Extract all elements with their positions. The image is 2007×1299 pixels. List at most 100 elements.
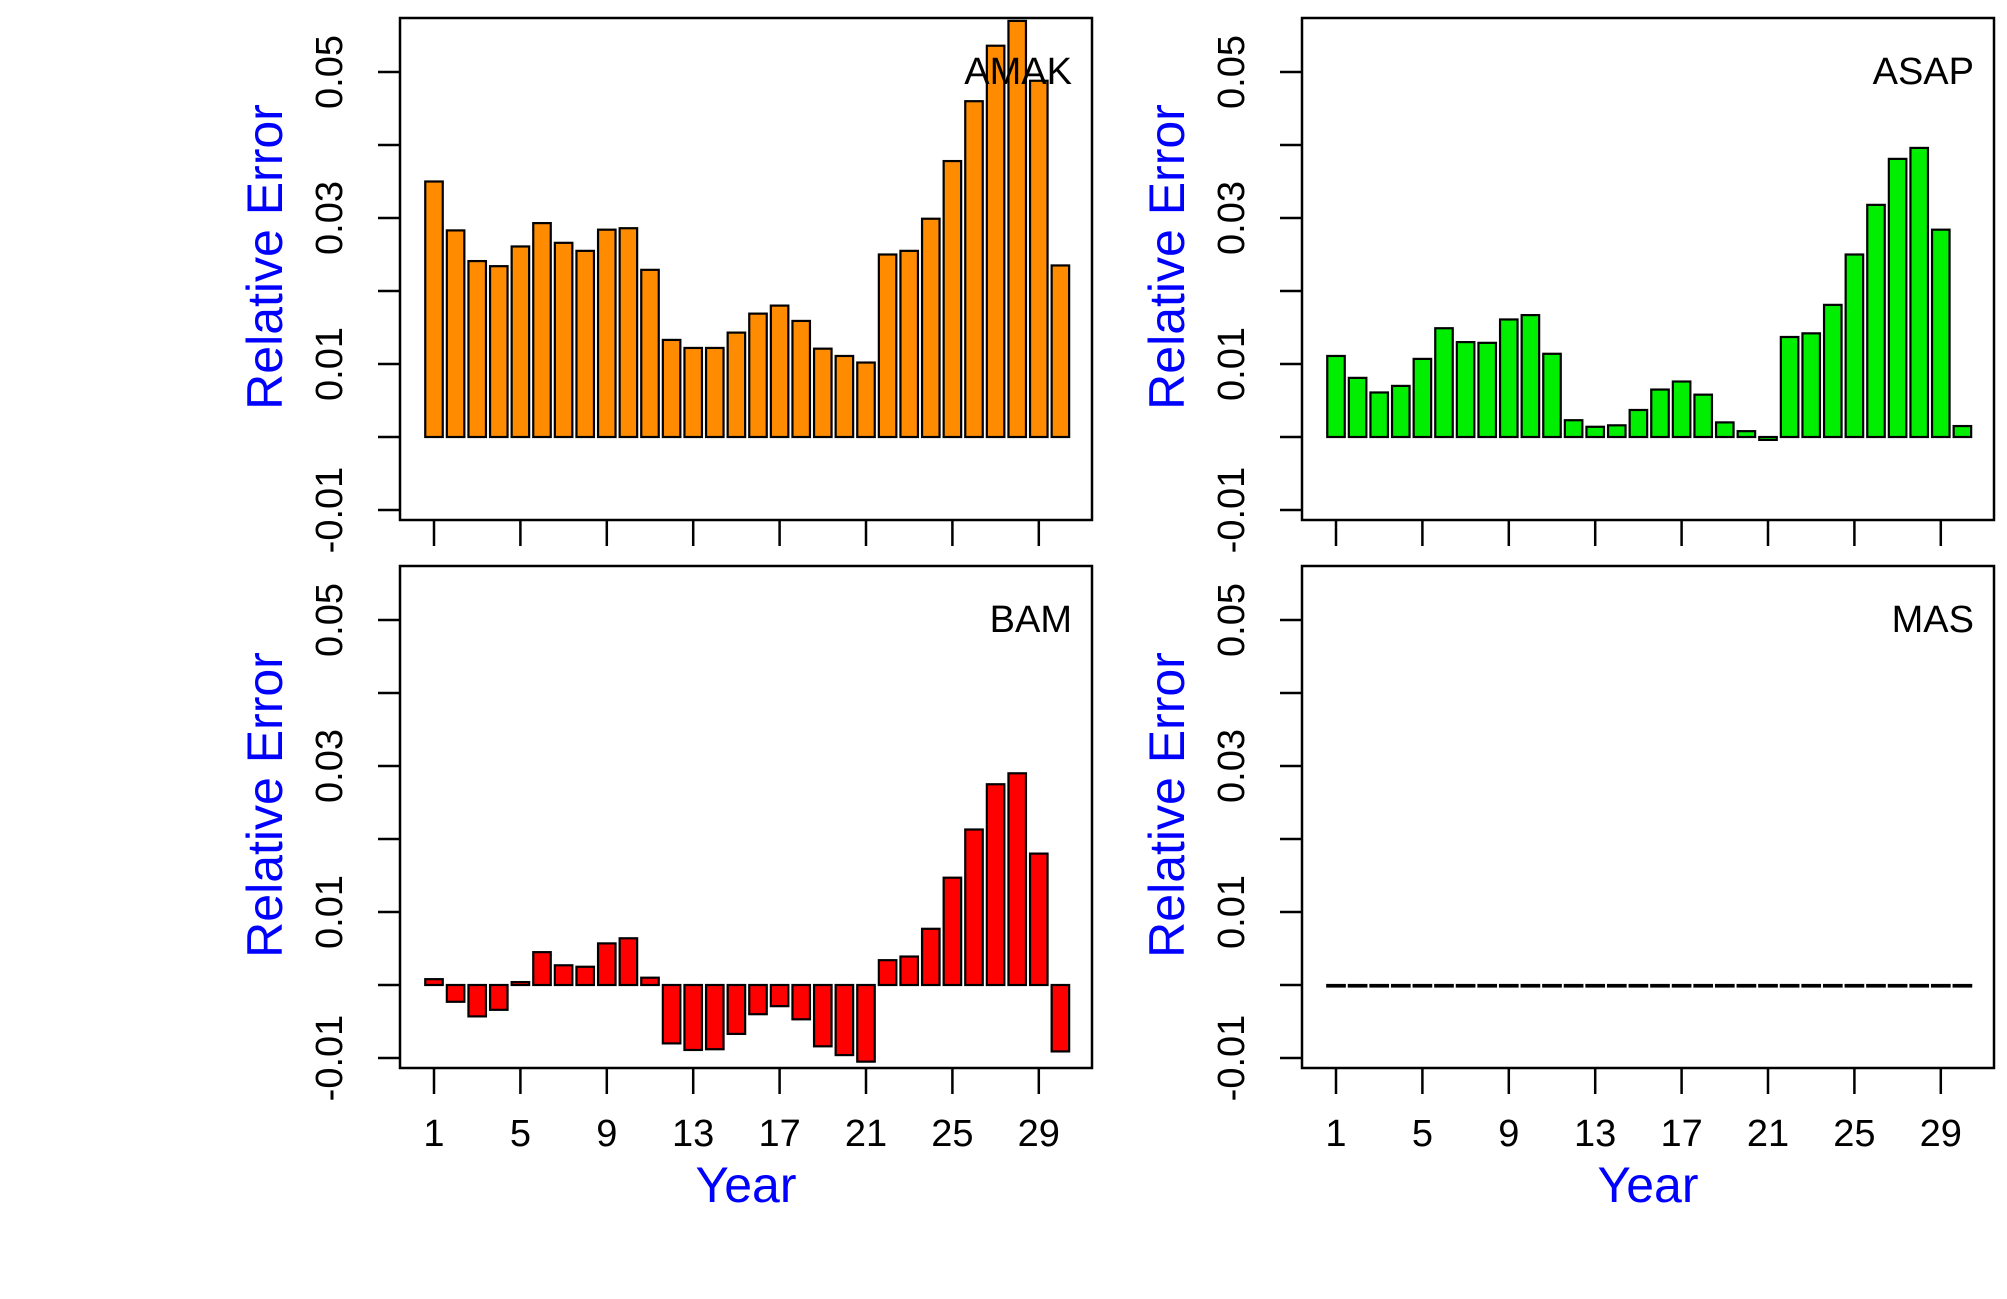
bar-bam-23 bbox=[899, 955, 920, 987]
bar-asap-25 bbox=[1844, 253, 1865, 439]
bar-amak-21 bbox=[856, 361, 876, 439]
x-axis-title: Year bbox=[1597, 1157, 1698, 1213]
bar-bam-7 bbox=[553, 964, 574, 987]
y-axis-title: Relative Error bbox=[1139, 104, 1195, 410]
bar-bam-27 bbox=[985, 783, 1006, 987]
bar-bam-17 bbox=[769, 983, 790, 1008]
x-tick-label: 17 bbox=[1660, 1113, 1702, 1155]
bar-amak-12 bbox=[661, 338, 682, 439]
bar-mas-23 bbox=[1801, 983, 1822, 988]
bar-bam-18 bbox=[791, 983, 812, 1021]
bar-bam-24 bbox=[920, 927, 941, 987]
y-axis-title: Relative Error bbox=[237, 652, 293, 958]
bar-bam-8 bbox=[575, 965, 596, 987]
plot-frame bbox=[1300, 564, 1996, 1070]
y-tick-label: 0.03 bbox=[1211, 181, 1253, 255]
bar-mas-16 bbox=[1650, 983, 1670, 988]
bar-bam-14 bbox=[704, 983, 725, 1051]
bar-mas-15 bbox=[1628, 983, 1649, 988]
bar-amak-27 bbox=[985, 44, 1006, 439]
bar-bam-10 bbox=[618, 937, 639, 987]
bar-amak-28 bbox=[1007, 19, 1028, 439]
bar-amak-14 bbox=[704, 346, 725, 439]
x-tick-label: 21 bbox=[1747, 1113, 1789, 1155]
plot-frame bbox=[1300, 16, 1996, 522]
bar-mas-9 bbox=[1498, 983, 1519, 988]
bar-asap-4 bbox=[1390, 384, 1411, 439]
bar-mas-8 bbox=[1477, 983, 1498, 988]
bar-asap-16 bbox=[1650, 388, 1670, 439]
x-tick-label: 21 bbox=[845, 1113, 887, 1155]
bar-mas-1 bbox=[1326, 983, 1346, 988]
bar-mas-11 bbox=[1542, 983, 1562, 988]
bar-asap-22 bbox=[1779, 335, 1800, 439]
x-tick-label: 9 bbox=[596, 1113, 617, 1155]
x-tick-label: 17 bbox=[758, 1113, 800, 1155]
bar-amak-26 bbox=[964, 100, 984, 439]
x-tick-label: 29 bbox=[1018, 1113, 1060, 1155]
bar-mas-29 bbox=[1930, 983, 1951, 988]
bar-mas-3 bbox=[1369, 983, 1390, 988]
bar-mas-19 bbox=[1714, 983, 1735, 988]
bar-amak-9 bbox=[596, 228, 617, 439]
bar-mas-26 bbox=[1866, 983, 1886, 988]
bar-mas-14 bbox=[1606, 983, 1627, 988]
bar-amak-3 bbox=[467, 259, 488, 439]
bar-amak-2 bbox=[445, 229, 466, 439]
bar-asap-21 bbox=[1758, 435, 1778, 442]
panel-label: BAM bbox=[990, 599, 1072, 641]
bar-asap-12 bbox=[1563, 419, 1584, 439]
bar-amak-13 bbox=[683, 346, 704, 439]
bar-mas-12 bbox=[1563, 983, 1584, 988]
bar-mas-28 bbox=[1909, 983, 1930, 988]
y-tick-label: 0.03 bbox=[309, 729, 351, 803]
bar-bam-12 bbox=[661, 983, 682, 1045]
bar-amak-8 bbox=[575, 249, 596, 439]
bar-asap-2 bbox=[1347, 376, 1368, 439]
bar-amak-16 bbox=[748, 312, 768, 439]
bar-bam-4 bbox=[488, 983, 509, 1011]
y-tick-label: 0.01 bbox=[1211, 875, 1253, 949]
bar-bam-15 bbox=[726, 983, 747, 1036]
y-tick-label: 0.05 bbox=[1211, 583, 1253, 657]
bar-asap-26 bbox=[1866, 203, 1886, 439]
bar-asap-13 bbox=[1585, 425, 1606, 439]
bar-mas-27 bbox=[1887, 983, 1908, 988]
x-tick-label: 25 bbox=[1833, 1113, 1875, 1155]
x-tick-label: 1 bbox=[1325, 1113, 1346, 1155]
bar-asap-1 bbox=[1326, 354, 1346, 439]
bar-asap-5 bbox=[1412, 357, 1433, 439]
x-tick-label: 25 bbox=[931, 1113, 973, 1155]
bar-asap-7 bbox=[1455, 341, 1476, 439]
bar-bam-21 bbox=[856, 983, 876, 1063]
panel-label: MAS bbox=[1892, 599, 1974, 641]
y-tick-label: 0.05 bbox=[309, 35, 351, 109]
bar-amak-4 bbox=[488, 265, 509, 439]
bar-mas-25 bbox=[1844, 983, 1865, 988]
bar-mas-24 bbox=[1822, 983, 1843, 988]
y-tick-label: -0.01 bbox=[309, 467, 351, 554]
x-tick-label: 13 bbox=[1574, 1113, 1616, 1155]
bar-bam-3 bbox=[467, 983, 488, 1018]
y-tick-label: 0.03 bbox=[309, 181, 351, 255]
bar-amak-7 bbox=[553, 241, 574, 439]
bar-bam-26 bbox=[964, 828, 984, 987]
bar-bam-9 bbox=[596, 942, 617, 987]
bar-amak-15 bbox=[726, 331, 747, 439]
x-tick-label: 9 bbox=[1498, 1113, 1519, 1155]
bar-bam-5 bbox=[510, 980, 531, 987]
bar-mas-6 bbox=[1434, 983, 1454, 988]
bar-amak-6 bbox=[532, 222, 552, 439]
bar-amak-25 bbox=[942, 159, 963, 439]
plot-frame bbox=[398, 564, 1094, 1070]
bar-asap-28 bbox=[1909, 146, 1930, 439]
bar-mas-4 bbox=[1390, 983, 1411, 988]
y-tick-label: 0.05 bbox=[1211, 35, 1253, 109]
bar-bam-13 bbox=[683, 983, 704, 1052]
bar-asap-19 bbox=[1714, 421, 1735, 439]
panel-label: AMAK bbox=[964, 51, 1072, 93]
bar-amak-10 bbox=[618, 227, 639, 439]
y-tick-label: 0.01 bbox=[309, 875, 351, 949]
bar-asap-11 bbox=[1542, 352, 1562, 439]
panel-amak: -0.01 0.01 0.03 0.05 Relative Error AMAK bbox=[237, 16, 1094, 554]
